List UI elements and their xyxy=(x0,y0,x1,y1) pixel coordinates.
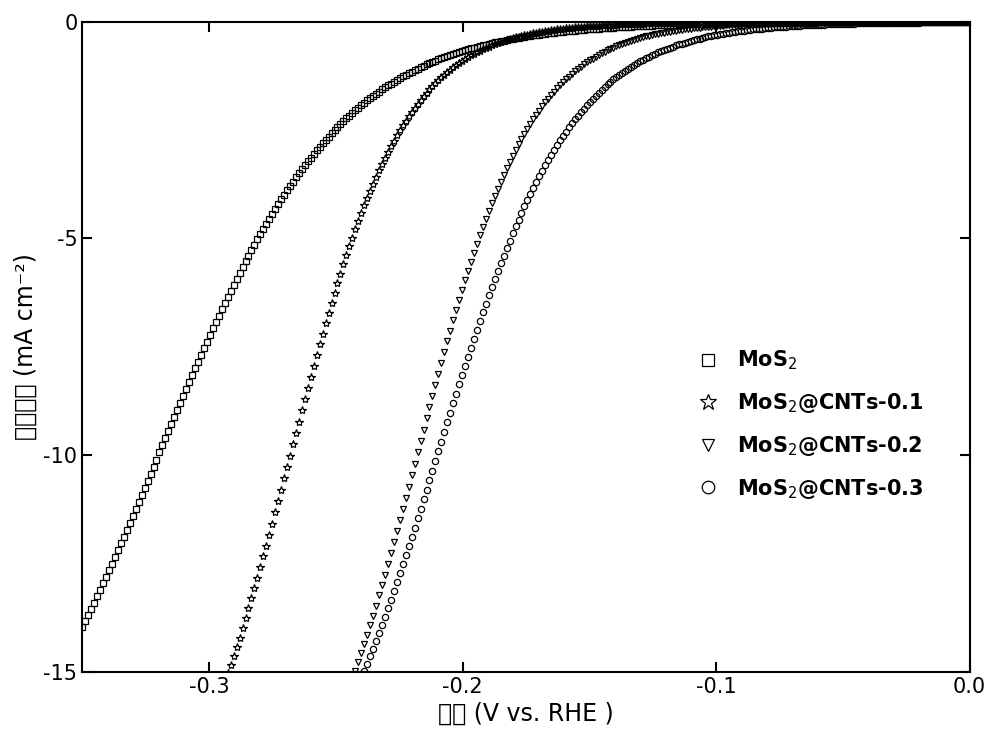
MoS$_2$@CNTs-0.3 xyxy=(602,80,614,89)
MoS$_2$@CNTs-0.1 xyxy=(79,689,91,698)
MoS$_2$ xyxy=(880,18,892,27)
MoS$_2$@CNTs-0.3 xyxy=(964,18,976,27)
MoS$_2$@CNTs-0.1 xyxy=(604,21,616,30)
MoS$_2$@CNTs-0.1 xyxy=(76,689,88,698)
MoS$_2$ xyxy=(964,18,976,27)
X-axis label: 电势 (V vs. RHE ): 电势 (V vs. RHE ) xyxy=(438,702,614,726)
MoS$_2$@CNTs-0.1 xyxy=(619,20,631,29)
MoS$_2$@CNTs-0.3 xyxy=(604,78,616,87)
MoS$_2$ xyxy=(79,616,91,625)
MoS$_2$@CNTs-0.1 xyxy=(880,18,892,27)
MoS$_2$@CNTs-0.3 xyxy=(79,689,91,698)
MoS$_2$@CNTs-0.2 xyxy=(76,689,88,698)
Line: MoS$_2$@CNTs-0.3: MoS$_2$@CNTs-0.3 xyxy=(79,19,973,696)
Line: MoS$_2$@CNTs-0.2: MoS$_2$@CNTs-0.2 xyxy=(79,18,973,696)
MoS$_2$@CNTs-0.3 xyxy=(619,66,631,75)
MoS$_2$@CNTs-0.1 xyxy=(824,18,836,27)
MoS$_2$ xyxy=(619,22,631,31)
MoS$_2$@CNTs-0.3 xyxy=(880,18,892,27)
Line: MoS$_2$@CNTs-0.1: MoS$_2$@CNTs-0.1 xyxy=(78,18,974,698)
MoS$_2$@CNTs-0.2 xyxy=(602,46,614,55)
MoS$_2$@CNTs-0.2 xyxy=(79,689,91,698)
Legend: MoS$_2$, MoS$_2$@CNTs-0.1, MoS$_2$@CNTs-0.2, MoS$_2$@CNTs-0.3: MoS$_2$, MoS$_2$@CNTs-0.1, MoS$_2$@CNTs-… xyxy=(687,340,933,509)
MoS$_2$@CNTs-0.2 xyxy=(964,18,976,27)
MoS$_2$@CNTs-0.2 xyxy=(880,18,892,27)
MoS$_2$ xyxy=(824,18,836,27)
MoS$_2$@CNTs-0.2 xyxy=(824,18,836,27)
MoS$_2$@CNTs-0.2 xyxy=(619,38,631,47)
MoS$_2$@CNTs-0.3 xyxy=(824,20,836,29)
MoS$_2$ xyxy=(76,622,88,631)
MoS$_2$ xyxy=(604,23,616,32)
MoS$_2$@CNTs-0.2 xyxy=(604,44,616,53)
MoS$_2$@CNTs-0.1 xyxy=(602,21,614,30)
Line: MoS$_2$: MoS$_2$ xyxy=(79,19,973,630)
Y-axis label: 电流密度 (mA cm⁻²): 电流密度 (mA cm⁻²) xyxy=(14,253,38,440)
MoS$_2$@CNTs-0.1 xyxy=(964,18,976,27)
MoS$_2$ xyxy=(602,24,614,33)
MoS$_2$@CNTs-0.3 xyxy=(76,689,88,698)
